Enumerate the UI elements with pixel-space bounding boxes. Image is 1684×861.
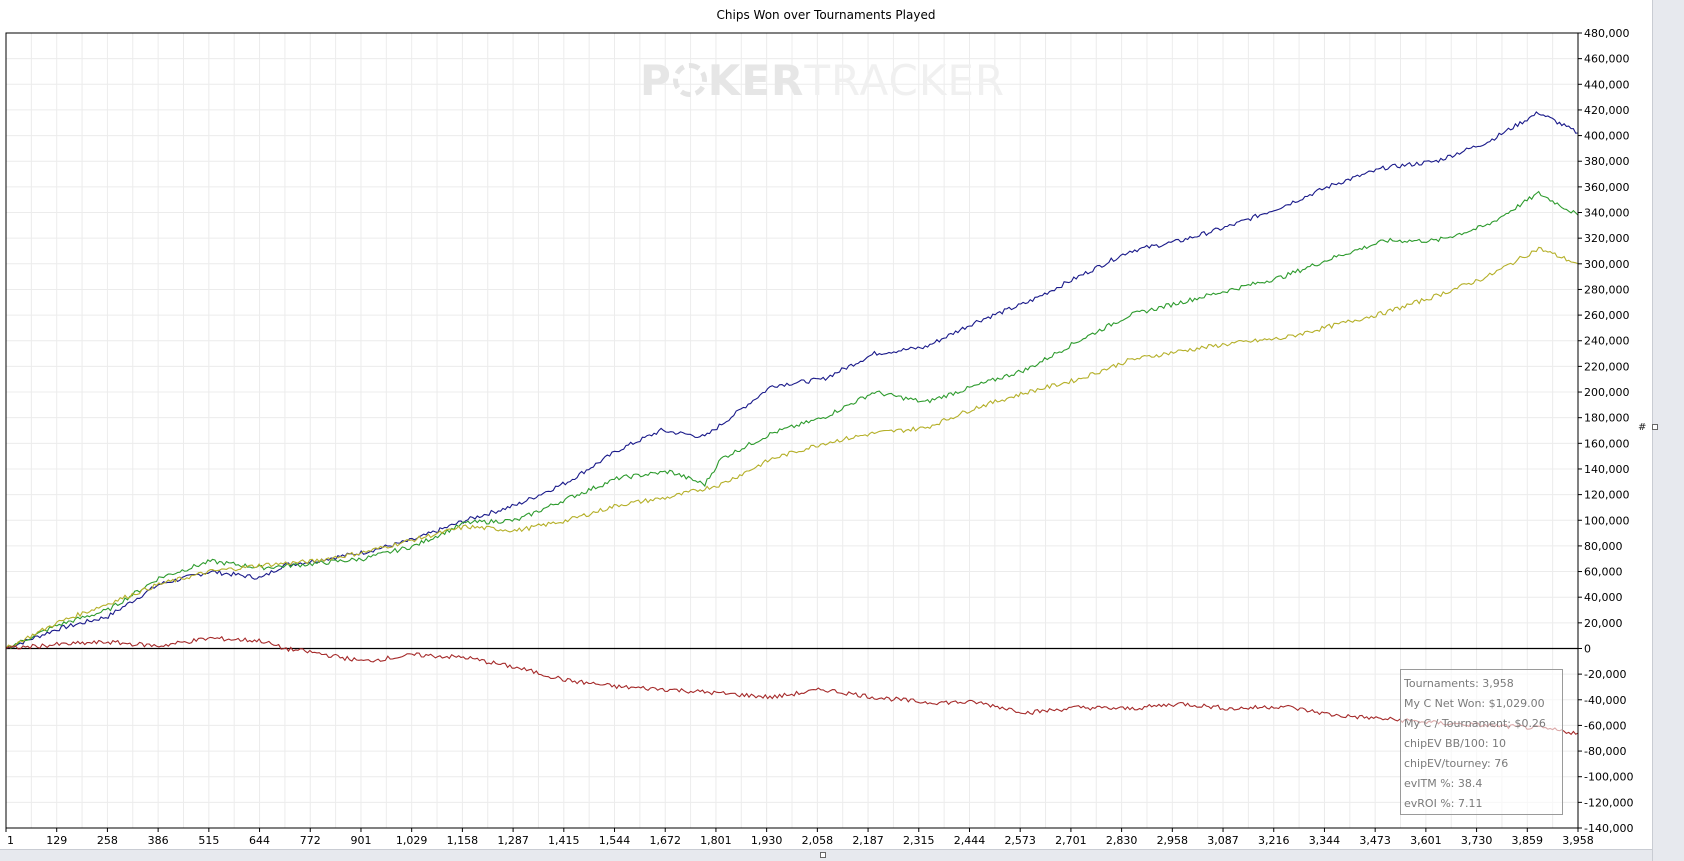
y-tick-label: 240,000 — [1584, 335, 1630, 348]
x-tick-label: 1,672 — [649, 834, 681, 847]
y-tick-label: -20,000 — [1584, 668, 1626, 681]
watermark-letter-p: P — [640, 56, 672, 105]
y-tick-label: -60,000 — [1584, 719, 1626, 732]
y-tick-label: 160,000 — [1584, 437, 1630, 450]
y-tick-label: 460,000 — [1584, 53, 1630, 66]
series-line-3 — [5, 246, 1579, 649]
y-tick-label: 100,000 — [1584, 514, 1630, 527]
poker-chip-icon — [672, 63, 707, 97]
stat-tournaments: Tournaments: 3,958 — [1404, 677, 1514, 690]
y-tick-label: -140,000 — [1584, 822, 1633, 835]
x-tick-label: 644 — [249, 834, 270, 847]
bottom-resize-handle[interactable] — [820, 852, 826, 858]
y-tick-label: 280,000 — [1584, 283, 1630, 296]
x-tick-label: 1,930 — [751, 834, 783, 847]
x-tick-label: 2,830 — [1106, 834, 1138, 847]
y-tick-label: 140,000 — [1584, 463, 1630, 476]
x-tick-label: 1,287 — [497, 834, 529, 847]
x-tick-label: 1,415 — [548, 834, 580, 847]
x-tick-label: 3,216 — [1258, 834, 1290, 847]
y-tick-label: 20,000 — [1584, 617, 1623, 630]
y-tick-label: 220,000 — [1584, 360, 1630, 373]
watermark-letters-ker: KER — [707, 56, 805, 105]
right-scrollbar[interactable] — [1652, 0, 1684, 861]
y-tick-label: -80,000 — [1584, 745, 1626, 758]
x-tick-label: 2,315 — [903, 834, 935, 847]
y-tick-label: 120,000 — [1584, 489, 1630, 502]
stat-net-won: My C Net Won: $1,029.00 — [1404, 697, 1545, 710]
bottom-scrollbar[interactable] — [0, 849, 1652, 861]
chart-title: Chips Won over Tournaments Played — [716, 8, 936, 22]
y-tick-label: 400,000 — [1584, 130, 1630, 143]
x-tick-label: 2,958 — [1157, 834, 1189, 847]
x-tick-label: 1 — [7, 834, 14, 847]
y-tick-label: 180,000 — [1584, 412, 1630, 425]
series-line-2 — [5, 190, 1579, 650]
x-tick-label: 901 — [350, 834, 371, 847]
x-tick-label: 772 — [300, 834, 321, 847]
watermark-tracker: TRACKER — [804, 56, 1006, 105]
y-tick-label: 420,000 — [1584, 104, 1630, 117]
y-tick-label: 380,000 — [1584, 155, 1630, 168]
y-tick-label: -120,000 — [1584, 796, 1633, 809]
x-tick-label: 515 — [198, 834, 219, 847]
x-tick-label: 1,029 — [396, 834, 428, 847]
x-tick-label: 1,801 — [700, 834, 732, 847]
y-tick-label: 200,000 — [1584, 386, 1630, 399]
x-tick-label: 2,058 — [802, 834, 834, 847]
x-tick-label: 1,158 — [447, 834, 479, 847]
x-tick-label: 3,958 — [1562, 834, 1594, 847]
x-tick-label: 2,444 — [954, 834, 986, 847]
stat-per-tournament: My C / Tournament: $0.26 — [1404, 717, 1546, 730]
x-tick-label: 3,473 — [1359, 834, 1391, 847]
y-tick-label: 80,000 — [1584, 540, 1623, 553]
x-tick-label: 3,344 — [1309, 834, 1341, 847]
y-tick-label: 260,000 — [1584, 309, 1630, 322]
x-tick-label: 386 — [148, 834, 169, 847]
y-tick-label: 440,000 — [1584, 78, 1630, 91]
x-tick-label: 3,087 — [1207, 834, 1239, 847]
chart-plot: 480,000 460,000 440,000 420,000 400,000 380,0… — [5, 27, 1633, 847]
stats-legend-box: Tournaments: 3,958 My C Net Won: $1,029.… — [1400, 669, 1563, 815]
x-tick-label: 2,701 — [1055, 834, 1087, 847]
stat-evroi: evROI %: 7.11 — [1404, 797, 1483, 810]
x-tick-label: 2,187 — [852, 834, 884, 847]
pokertracker-watermark-logo: P KERTRACKER — [640, 56, 1005, 105]
y-tick-label: 340,000 — [1584, 207, 1630, 220]
x-tick-label: 2,573 — [1004, 834, 1036, 847]
y-tick-label: 480,000 — [1584, 27, 1630, 40]
x-tick-label: 258 — [97, 834, 118, 847]
y-tick-label: -40,000 — [1584, 694, 1626, 707]
x-tick-label: 3,601 — [1410, 834, 1442, 847]
y-tick-label: 360,000 — [1584, 181, 1630, 194]
x-tick-label: 3,859 — [1512, 834, 1544, 847]
y-tick-label: -100,000 — [1584, 771, 1633, 784]
y-tick-label: 40,000 — [1584, 591, 1623, 604]
y-tick-label: 320,000 — [1584, 232, 1630, 245]
x-tick-label: 3,730 — [1461, 834, 1493, 847]
stat-chipev-tourney: chipEV/tourney: 76 — [1404, 757, 1509, 770]
y-tick-label: 0 — [1584, 642, 1591, 655]
series-line-1 — [5, 111, 1579, 650]
y-tick-label: 60,000 — [1584, 566, 1623, 579]
x-tick-label: 1,544 — [599, 834, 631, 847]
plot-border — [5, 32, 1579, 829]
right-resize-handle[interactable] — [1652, 424, 1658, 430]
y-tick-label: 300,000 — [1584, 258, 1630, 271]
stat-evitm: evITM %: 38.4 — [1404, 777, 1483, 790]
x-tick-label: 129 — [46, 834, 67, 847]
series-line-4 — [5, 635, 1579, 736]
stat-chipev-bb100: chipEV BB/100: 10 — [1404, 737, 1507, 750]
y-axis-marker: # — [1638, 422, 1647, 433]
